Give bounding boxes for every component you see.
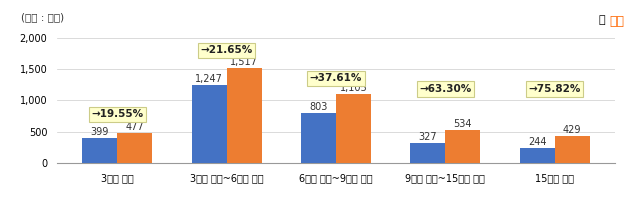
Text: 직방: 직방 [609, 15, 624, 28]
Text: (단위 : 건수): (단위 : 건수) [21, 12, 64, 22]
Text: →63.30%: →63.30% [419, 84, 472, 94]
Text: 1,247: 1,247 [195, 74, 223, 84]
Text: 244: 244 [528, 137, 547, 147]
Text: 477: 477 [126, 122, 144, 132]
Text: 534: 534 [453, 119, 472, 129]
Text: →19.55%: →19.55% [91, 109, 143, 119]
Bar [520, 148, 555, 163]
Text: →37.61%: →37.61% [310, 73, 362, 83]
Bar [410, 143, 445, 163]
Text: 1,105: 1,105 [340, 83, 367, 93]
Text: →75.82%: →75.82% [529, 84, 581, 94]
Legend: 2020년 04월, 2020년 05월: 2020년 04월, 2020년 05월 [243, 207, 429, 209]
Bar [555, 136, 590, 163]
Bar [191, 85, 227, 163]
Text: 803: 803 [309, 102, 328, 112]
Bar [445, 130, 481, 163]
Text: 429: 429 [563, 125, 581, 135]
Text: 327: 327 [418, 132, 437, 141]
Bar [336, 94, 371, 163]
Bar [117, 133, 152, 163]
Bar [227, 68, 262, 163]
Text: →21.65%: →21.65% [200, 45, 253, 55]
Bar [82, 138, 117, 163]
Text: 1,517: 1,517 [230, 57, 258, 67]
Text: 🏠: 🏠 [599, 15, 605, 25]
Bar [301, 113, 336, 163]
Text: 399: 399 [91, 127, 109, 137]
